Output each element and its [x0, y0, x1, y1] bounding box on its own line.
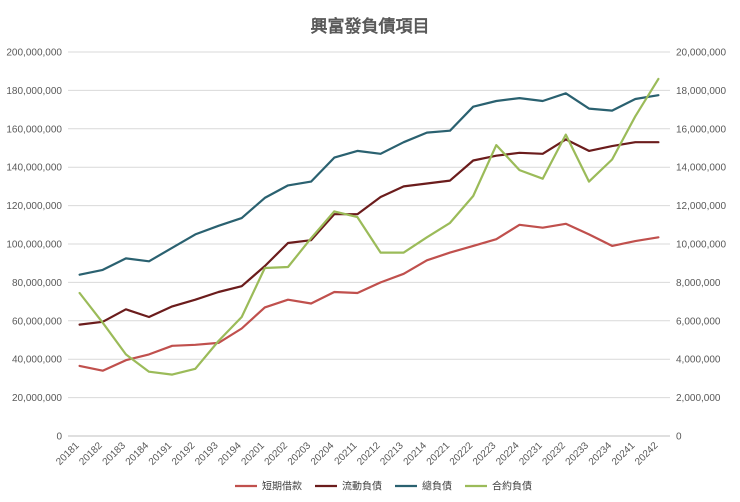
chart-title: 興富發負債項目 — [310, 17, 430, 36]
x-tick-label: 20222 — [448, 440, 476, 468]
x-tick-label: 20212 — [355, 440, 383, 468]
legend-label: 流動負債 — [342, 480, 382, 493]
x-tick-label: 20241 — [610, 440, 638, 468]
x-tick-label: 20202 — [263, 440, 291, 468]
x-tick-label: 20191 — [147, 440, 175, 468]
x-tick-label: 20181 — [54, 440, 82, 468]
x-tick-label: 20192 — [170, 440, 198, 468]
y-right-tick-label: 18,000,000 — [676, 86, 726, 97]
x-tick-label: 20193 — [193, 440, 221, 468]
y-right-tick-label: 2,000,000 — [676, 393, 721, 404]
x-tick-label: 20194 — [216, 440, 244, 468]
x-tick-label: 20213 — [378, 440, 406, 468]
x-tick-label: 20183 — [101, 440, 129, 468]
x-tick-label: 20223 — [471, 440, 499, 468]
y-left-tick-label: 0 — [56, 432, 62, 443]
y-right-tick-label: 0 — [676, 432, 682, 443]
series-line-1 — [78, 222, 660, 372]
x-tick-label: 20204 — [309, 440, 337, 468]
y-left-tick-label: 80,000,000 — [12, 278, 62, 289]
x-tick-label: 20203 — [286, 440, 314, 468]
y-right-tick-label: 4,000,000 — [676, 355, 721, 366]
y-left-tick-label: 120,000,000 — [6, 201, 62, 212]
y-left-tick-label: 140,000,000 — [6, 163, 62, 174]
y-right-tick-label: 10,000,000 — [676, 240, 726, 251]
y-left-tick-label: 160,000,000 — [6, 124, 62, 135]
y-left-tick-label: 200,000,000 — [6, 48, 62, 59]
y-left-tick-label: 60,000,000 — [12, 316, 62, 327]
x-tick-label: 20232 — [540, 440, 568, 468]
series-line-4 — [78, 77, 660, 376]
x-tick-label: 20221 — [425, 440, 453, 468]
y-right-tick-label: 14,000,000 — [676, 163, 726, 174]
legend-label: 合約負債 — [492, 480, 532, 493]
x-tick-label: 20233 — [564, 440, 592, 468]
x-tick-label: 20242 — [633, 440, 661, 468]
y-right-tick-label: 20,000,000 — [676, 48, 726, 59]
x-tick-label: 20214 — [402, 440, 430, 468]
series-line-3 — [78, 92, 660, 276]
legend-label: 總負債 — [422, 480, 452, 493]
x-tick-label: 20234 — [587, 440, 615, 468]
legend-label: 短期借款 — [262, 480, 302, 493]
y-right-tick-label: 16,000,000 — [676, 124, 726, 135]
y-right-tick-label: 6,000,000 — [676, 316, 721, 327]
x-tick-label: 20184 — [124, 440, 152, 468]
x-tick-label: 20201 — [239, 440, 267, 468]
y-left-tick-label: 100,000,000 — [6, 240, 62, 251]
y-right-tick-label: 8,000,000 — [676, 278, 721, 289]
x-tick-label: 20182 — [77, 440, 105, 468]
y-left-tick-label: 40,000,000 — [12, 355, 62, 366]
y-left-tick-label: 20,000,000 — [12, 393, 62, 404]
x-tick-label: 20231 — [517, 440, 545, 468]
y-right-tick-label: 12,000,000 — [676, 201, 726, 212]
x-tick-label: 20211 — [333, 440, 360, 467]
x-tick-label: 20224 — [494, 440, 522, 468]
y-left-tick-label: 180,000,000 — [6, 86, 62, 97]
